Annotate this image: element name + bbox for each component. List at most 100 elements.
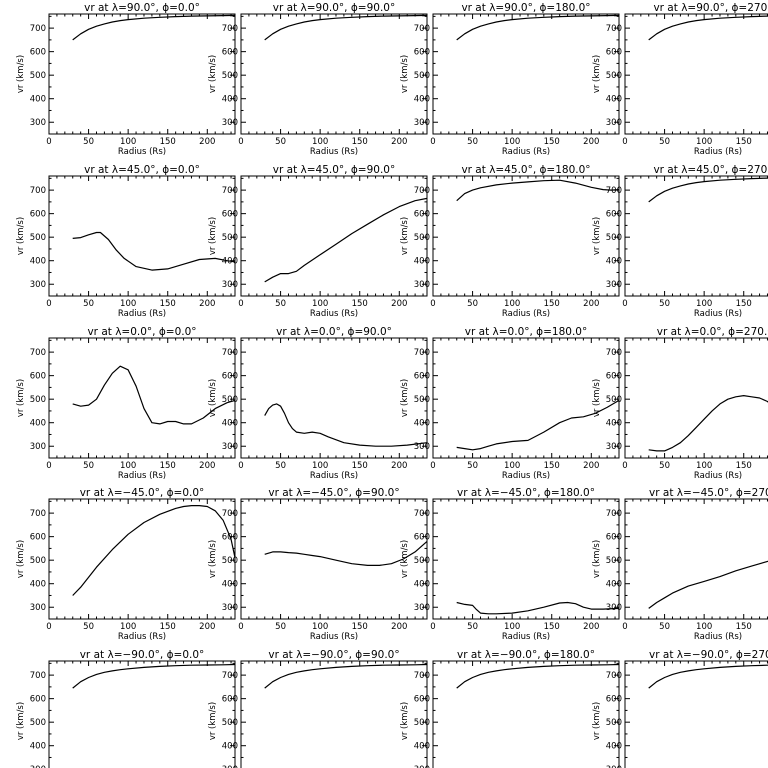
y-axis-label: vr (km/s)	[208, 702, 218, 740]
y-tick-label: 500	[30, 556, 46, 566]
y-tick-label: 400	[30, 257, 46, 267]
x-tick-label: 0	[622, 137, 627, 147]
x-tick-label: 150	[544, 622, 560, 632]
y-tick-label: 600	[606, 48, 622, 58]
x-tick-label: 50	[83, 137, 94, 147]
plot-frame	[240, 13, 428, 135]
y-axis-label: vr (km/s)	[208, 55, 218, 93]
x-tick-label: 100	[312, 622, 328, 632]
y-tick-label: 700	[222, 671, 238, 681]
y-tick-label: 700	[606, 671, 622, 681]
x-axis-label: Radius (Rs)	[502, 147, 550, 157]
y-tick-label: 500	[414, 718, 430, 728]
series-line	[456, 663, 620, 689]
panel-title: vr at λ=45.0°, ϕ=180.0°	[461, 164, 590, 176]
y-axis-label: vr (km/s)	[16, 55, 26, 93]
panel-19: vr at λ=−90.0°, ϕ=180.0°3004005006007000…	[400, 649, 620, 768]
x-axis-label: Radius (Rs)	[694, 309, 742, 319]
y-tick-label: 400	[606, 580, 622, 590]
x-axis-label: Radius (Rs)	[502, 309, 550, 319]
series-line	[264, 663, 428, 689]
x-tick-label: 200	[583, 622, 599, 632]
y-tick-label: 600	[606, 372, 622, 382]
plot-frame	[624, 337, 768, 459]
series-line	[648, 177, 768, 203]
x-tick-label: 200	[583, 137, 599, 147]
panel-18: vr at λ=−90.0°, ϕ=90.0°30040050060070005…	[208, 649, 428, 768]
y-tick-label: 300	[222, 603, 238, 613]
y-tick-label: 600	[414, 48, 430, 58]
panel-title: vr at λ=90.0°, ϕ=0.0°	[84, 2, 200, 14]
y-tick-label: 600	[222, 48, 238, 58]
series-line	[264, 14, 428, 41]
x-tick-label: 100	[120, 461, 136, 471]
x-tick-label: 150	[544, 461, 560, 471]
y-tick-label: 600	[414, 533, 430, 543]
x-tick-label: 100	[120, 137, 136, 147]
x-tick-label: 0	[622, 299, 627, 309]
panel-3: vr at λ=90.0°, ϕ=180.0° 300 400 500 600 700 0 5…	[400, 2, 620, 157]
panel-1: vr at λ=90.0°, ϕ=0.0° 300 400 500 600 700 0 50 1…	[16, 2, 236, 157]
x-tick-label: 0	[238, 299, 243, 309]
x-tick-label: 0	[46, 137, 51, 147]
y-tick-label: 300	[414, 280, 430, 290]
x-tick-label: 200	[391, 137, 407, 147]
panel-title: vr at λ=90.0°, ϕ=270.0°	[653, 2, 768, 14]
y-tick-label: 300	[222, 442, 238, 452]
x-tick-label: 50	[275, 622, 286, 632]
panel-16: vr at λ=−45.0°, ϕ=270.0° 300 400 500 600 700 0…	[592, 487, 768, 642]
x-tick-label: 100	[120, 622, 136, 632]
panel-11: vr at λ=0.0°, ϕ=180.0° 300 400 500 600 700 0 50…	[400, 326, 620, 481]
y-tick-label: 600	[414, 695, 430, 705]
panel-title: vr at λ=0.0°, ϕ=180.0°	[465, 326, 587, 338]
y-tick-label: 400	[414, 419, 430, 429]
x-tick-label: 50	[275, 299, 286, 309]
y-tick-label: 700	[414, 509, 430, 519]
x-tick-label: 100	[696, 137, 712, 147]
y-tick-label: 600	[606, 695, 622, 705]
panel-title: vr at λ=−45.0°, ϕ=90.0°	[268, 487, 399, 499]
x-tick-label: 0	[46, 299, 51, 309]
y-tick-label: 400	[414, 95, 430, 105]
x-tick-label: 50	[659, 622, 670, 632]
x-tick-label: 100	[504, 299, 520, 309]
series-line	[72, 505, 236, 596]
y-tick-label: 400	[222, 95, 238, 105]
y-axis-label: vr (km/s)	[208, 217, 218, 255]
y-tick-label: 300	[606, 280, 622, 290]
y-tick-label: 700	[30, 186, 46, 196]
panel-10: vr at λ=0.0°, ϕ=90.0° 300 400 500 600 700 0 50 1…	[208, 326, 428, 481]
panel-12: vr at λ=0.0°, ϕ=270.0° 300 400 500 600 700 0 50…	[592, 326, 768, 481]
y-tick-label: 700	[222, 186, 238, 196]
y-tick-label: 600	[606, 533, 622, 543]
x-tick-label: 50	[467, 622, 478, 632]
series-line	[72, 14, 236, 41]
x-tick-label: 50	[83, 622, 94, 632]
y-tick-label: 300	[414, 765, 430, 768]
y-axis-label: vr (km/s)	[592, 55, 602, 93]
y-tick-label: 400	[414, 580, 430, 590]
y-tick-label: 300	[414, 603, 430, 613]
x-axis-label: Radius (Rs)	[694, 147, 742, 157]
x-tick-label: 200	[583, 461, 599, 471]
panel-15: vr at λ=−45.0°, ϕ=180.0° 300 400 500 600 700 0…	[400, 487, 620, 642]
y-axis-label: vr (km/s)	[400, 217, 410, 255]
x-axis-label: Radius (Rs)	[694, 632, 742, 642]
y-tick-label: 500	[30, 395, 46, 405]
x-tick-label: 50	[467, 299, 478, 309]
x-tick-label: 50	[467, 137, 478, 147]
y-tick-label: 500	[606, 718, 622, 728]
y-tick-label: 400	[414, 257, 430, 267]
x-tick-label: 150	[160, 622, 176, 632]
panel-14: vr at λ=−45.0°, ϕ=90.0° 300 400 500 600 700 0 5…	[208, 487, 428, 642]
x-axis-label: Radius (Rs)	[502, 632, 550, 642]
plot-frame	[240, 337, 428, 459]
y-tick-label: 300	[30, 765, 46, 768]
plot-frame	[624, 13, 768, 135]
x-tick-label: 50	[659, 299, 670, 309]
series-line	[648, 395, 768, 452]
x-tick-label: 100	[504, 137, 520, 147]
y-tick-label: 300	[414, 442, 430, 452]
x-tick-label: 50	[659, 461, 670, 471]
